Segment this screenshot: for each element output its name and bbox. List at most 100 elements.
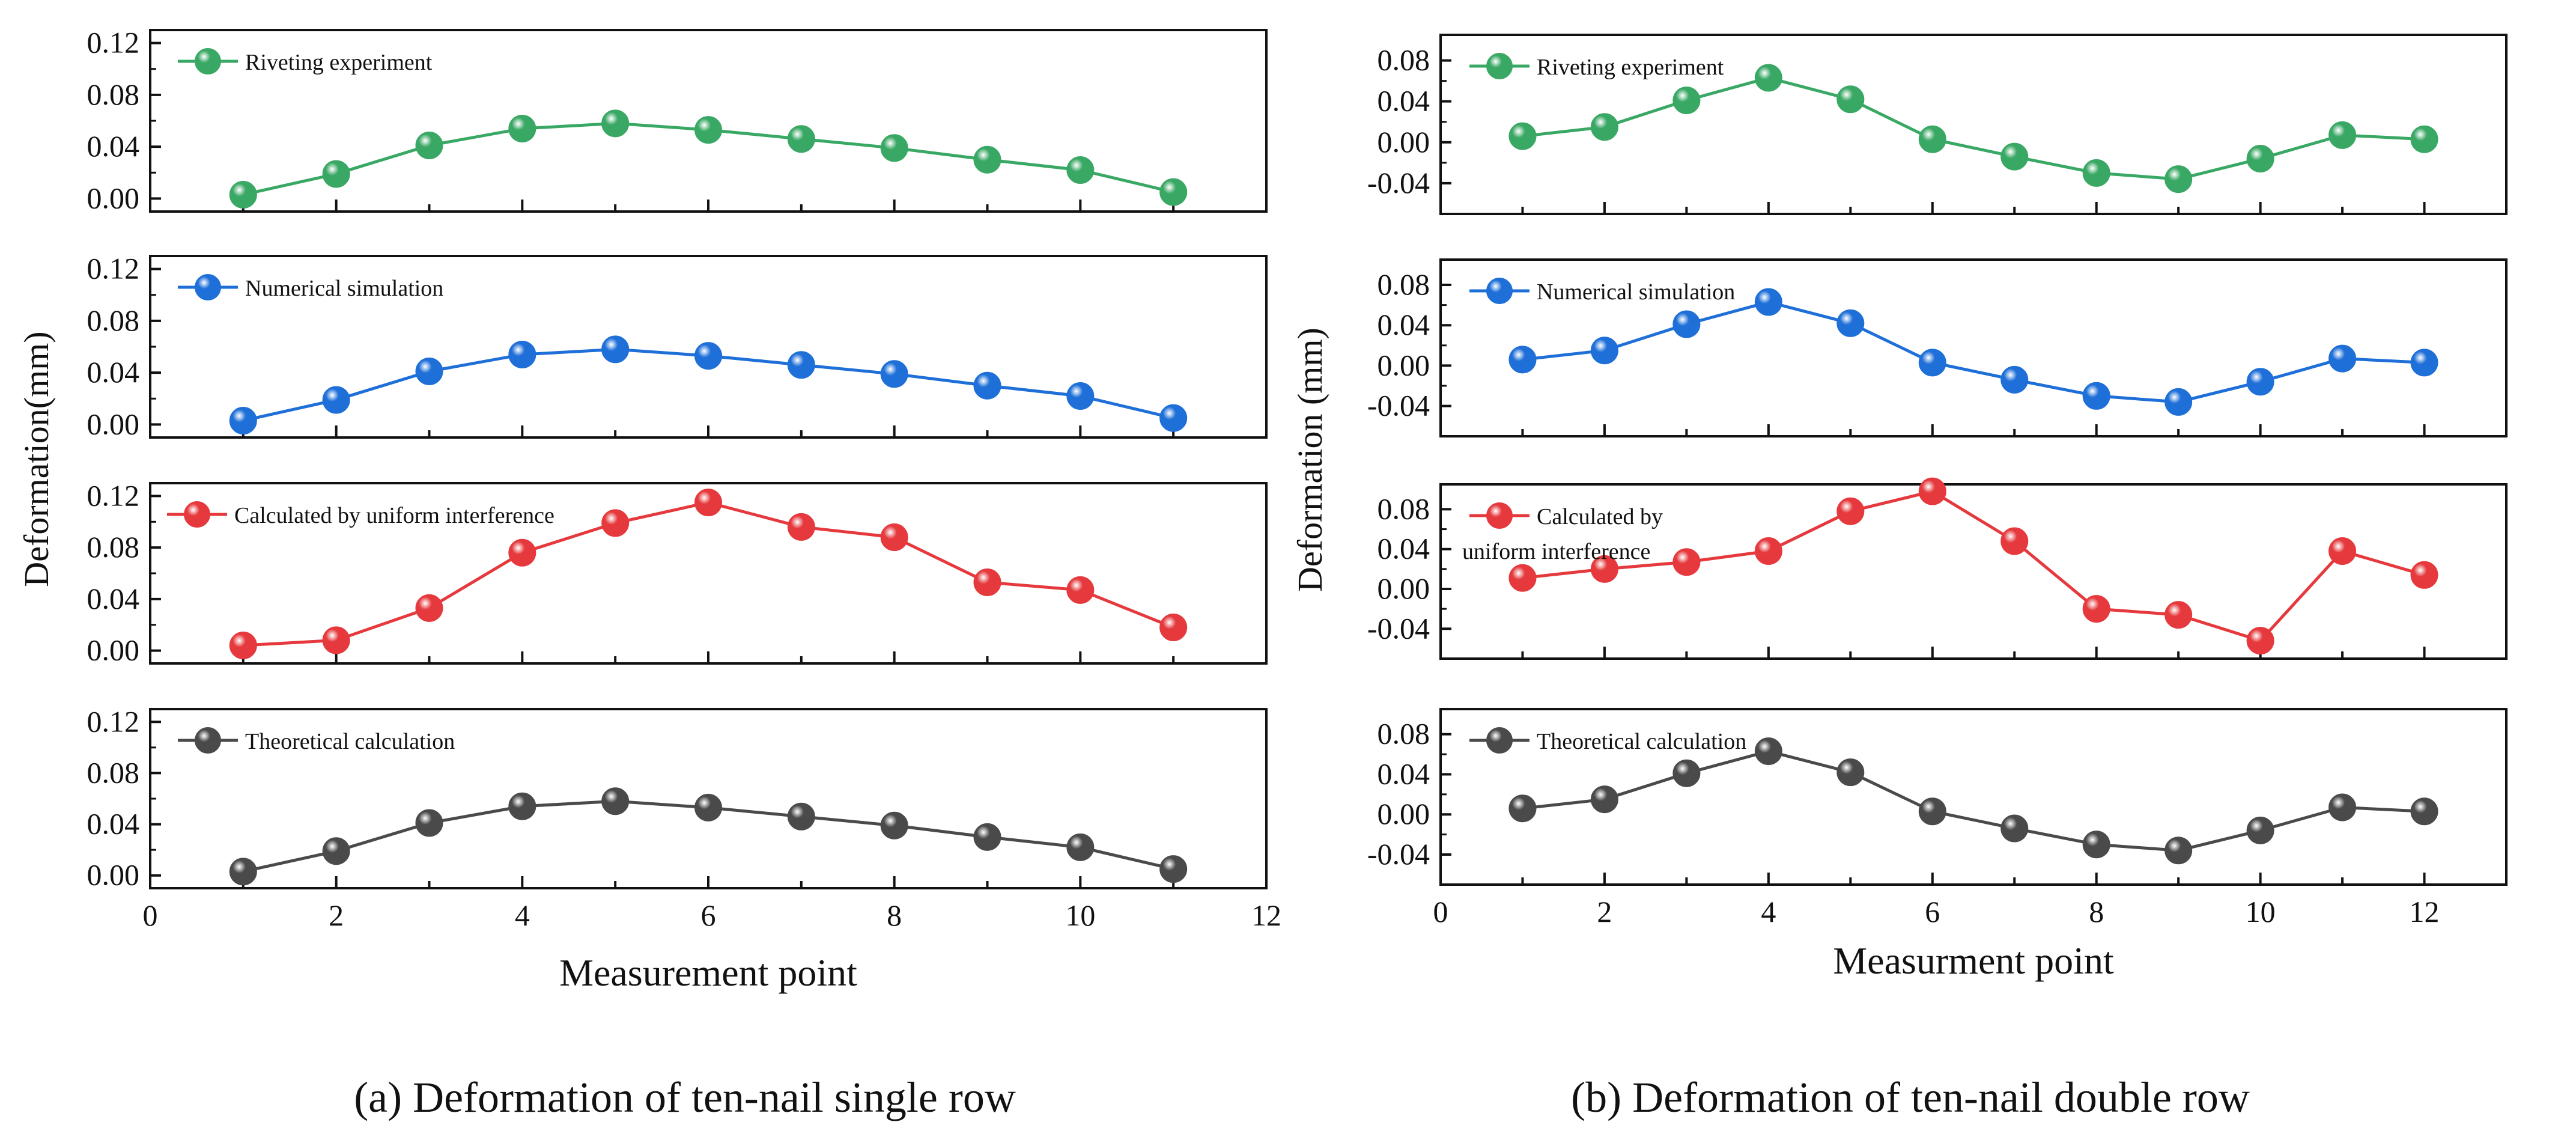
panel-calculated-by-uniform-interference: -0.04 0.00 0.04 0.08 Calculated by uniform in… xyxy=(1367,477,2508,660)
panel-riveting-experiment: 0.00 0.04 0.08 0.12 Riveting experiment xyxy=(87,26,1268,215)
data-point xyxy=(2410,125,2438,153)
y-tick-label: -0.04 xyxy=(1367,389,1430,422)
legend-label: Riveting experiment xyxy=(245,50,433,75)
caption-b: (b) Deformation of ten-nail double row xyxy=(1571,1073,2250,1121)
y-tick-label: 0.04 xyxy=(1378,532,1430,565)
data-point xyxy=(880,360,908,388)
data-point xyxy=(1836,85,1865,114)
y-axis-label: Deformation (mm) xyxy=(1290,328,1329,592)
data-point xyxy=(694,342,722,370)
data-point xyxy=(694,116,722,144)
legend-marker xyxy=(195,274,221,300)
y-tick-label: 0.12 xyxy=(87,26,140,59)
data-point xyxy=(1672,759,1701,787)
data-point xyxy=(694,489,722,517)
legend-label: Numerical simulation xyxy=(245,276,443,301)
y-tick-label: 0.00 xyxy=(87,407,140,440)
data-point xyxy=(1918,797,1946,826)
data-point xyxy=(508,114,536,142)
data-point xyxy=(2410,349,2438,377)
data-point xyxy=(322,386,350,414)
data-point xyxy=(415,594,443,622)
data-point xyxy=(229,632,257,659)
legend-label: Theoretical calculation xyxy=(245,729,455,754)
panel-frame xyxy=(1439,258,2508,437)
y-tick-label: 0.04 xyxy=(87,355,140,389)
data-point xyxy=(2246,145,2274,173)
data-point xyxy=(322,160,350,188)
y-tick-label: 0.08 xyxy=(1378,267,1430,301)
legend-marker xyxy=(1486,727,1513,754)
data-point xyxy=(1590,785,1618,814)
legend-marker xyxy=(1486,502,1513,529)
x-tick-label: 6 xyxy=(701,898,716,932)
x-tick-label: 0 xyxy=(1433,895,1448,928)
data-point xyxy=(1066,833,1095,861)
data-point xyxy=(415,809,443,837)
data-point xyxy=(508,340,536,368)
data-point xyxy=(973,823,1001,851)
data-point xyxy=(880,134,908,162)
data-point xyxy=(601,787,630,815)
data-point xyxy=(2164,165,2193,194)
data-point xyxy=(415,131,443,159)
data-point xyxy=(2164,601,2193,629)
data-point xyxy=(1836,497,1865,525)
y-tick-label: 0.08 xyxy=(87,755,140,789)
panel-frame xyxy=(1439,708,2508,886)
data-point xyxy=(1672,310,1701,338)
data-point xyxy=(1508,122,1537,150)
data-point xyxy=(322,626,350,654)
y-tick-label: 0.08 xyxy=(1378,717,1430,751)
data-point xyxy=(2082,382,2110,410)
y-tick-label: 0.04 xyxy=(87,582,140,615)
data-point xyxy=(1754,64,1782,92)
y-tick-label: -0.04 xyxy=(1367,837,1430,871)
data-point xyxy=(694,793,722,821)
x-tick-label: 4 xyxy=(515,898,530,932)
data-point xyxy=(2328,537,2357,565)
data-point xyxy=(601,335,630,364)
y-tick-label: 0.00 xyxy=(87,633,140,667)
x-tick-label: 10 xyxy=(2246,895,2276,928)
x-tick-label: 10 xyxy=(1065,898,1095,932)
y-tick-label: 0.12 xyxy=(87,704,140,738)
x-axis-label: Measurement point xyxy=(559,951,857,994)
y-tick-label: 0.00 xyxy=(1378,348,1430,382)
x-tick-label: 2 xyxy=(329,898,344,932)
data-point xyxy=(2164,837,2193,865)
data-point xyxy=(2000,142,2029,171)
data-point xyxy=(415,357,443,385)
x-tick-label: 12 xyxy=(2410,895,2440,928)
y-tick-label: -0.04 xyxy=(1367,611,1430,645)
chart-a-single-row: 0.00 0.04 0.08 0.12 Riveting experiment 0.00 0… xyxy=(17,26,1281,994)
panel-riveting-experiment: -0.04 0.00 0.04 0.08 Riveting experiment xyxy=(1367,34,2508,215)
data-point xyxy=(1836,758,1865,787)
legend-marker xyxy=(184,501,210,528)
data-point xyxy=(2246,368,2274,396)
y-tick-label: 0.04 xyxy=(1378,308,1430,341)
data-point xyxy=(1508,794,1537,823)
data-point xyxy=(2082,159,2110,187)
data-point xyxy=(2410,561,2438,589)
y-tick-label: 0.08 xyxy=(87,78,140,111)
legend-marker xyxy=(195,48,221,75)
legend-label: Riveting experiment xyxy=(1537,55,1724,80)
data-point xyxy=(322,837,350,865)
data-point xyxy=(1754,288,1782,316)
data-point xyxy=(1508,346,1537,374)
x-axis-label: Measurment point xyxy=(1833,939,2114,982)
data-point xyxy=(2328,121,2357,149)
data-point xyxy=(2000,365,2029,394)
panel-numerical-simulation: 0.00 0.04 0.08 0.12 Numerical simulation xyxy=(87,252,1268,440)
data-point xyxy=(1066,156,1095,184)
y-tick-label: 0.08 xyxy=(1378,43,1430,77)
data-point xyxy=(880,523,908,551)
y-tick-label: 0.00 xyxy=(1378,797,1430,831)
y-tick-label: 0.04 xyxy=(87,807,140,841)
data-point xyxy=(1066,382,1095,410)
data-point xyxy=(1590,555,1618,583)
x-tick-label: 2 xyxy=(1597,895,1612,928)
legend-label: Calculated by xyxy=(1537,504,1663,529)
data-point xyxy=(229,406,257,434)
